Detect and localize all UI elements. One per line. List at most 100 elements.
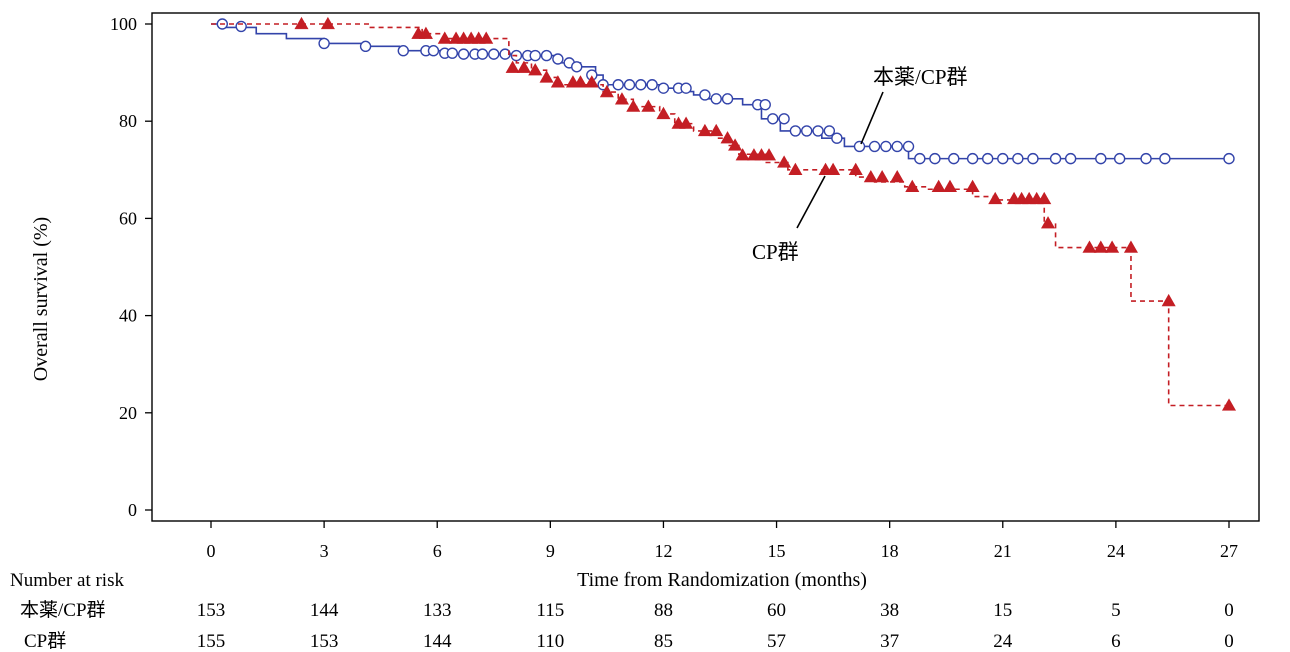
censor-marker-control (1161, 293, 1176, 307)
risk-value-study: 144 (310, 600, 339, 621)
censor-marker-study (902, 140, 915, 153)
censor-marker-study (499, 48, 511, 60)
y-tick-label: 100 (110, 14, 137, 34)
y-tick-label: 80 (119, 111, 137, 131)
risk-value-control: 144 (423, 631, 452, 652)
censor-marker-study (891, 140, 903, 153)
censor-marker-control (418, 26, 433, 39)
censor-marker-study (801, 125, 813, 137)
censor-marker-study (759, 98, 771, 111)
risk-value-study: 115 (536, 600, 564, 621)
censor-marker-study (948, 152, 960, 165)
censor-marker-study (427, 45, 440, 57)
x-tick-label: 27 (1220, 541, 1238, 561)
risk-value-study: 0 (1224, 600, 1234, 621)
censor-marker-control (1093, 240, 1108, 253)
risk-value-control: 0 (1224, 631, 1234, 652)
censor-marker-study (646, 79, 658, 91)
censor-marker-study (929, 152, 941, 165)
censor-marker-study (680, 82, 692, 94)
censor-marker-control (437, 31, 452, 44)
censor-marker-control (528, 63, 543, 76)
risk-value-control: 37 (880, 631, 899, 652)
censor-marker-control (479, 31, 494, 44)
risk-value-control: 153 (310, 631, 339, 652)
censor-marker-study (235, 20, 247, 33)
series-layer (211, 16, 1237, 411)
censor-marker-control (720, 131, 735, 144)
censor-marker-study (853, 140, 866, 153)
censor-marker-study (1064, 152, 1077, 165)
censor-marker-control (1041, 216, 1056, 229)
censor-marker-study (812, 125, 824, 137)
censor-marker-study (1095, 152, 1107, 165)
censor-marker-study (823, 125, 836, 137)
y-axis: 0 20 40 60 80 100 (110, 14, 152, 520)
y-axis-label: Overall survival (%) (30, 217, 52, 381)
censor-marker-control (539, 70, 554, 83)
censor-marker-control (848, 162, 863, 175)
censor-marker-control (679, 116, 694, 129)
censor-marker-study (868, 140, 881, 153)
censor-marker-control (320, 16, 335, 30)
risk-value-study: 60 (767, 600, 786, 621)
risk-value-study: 38 (880, 600, 899, 621)
risk-value-control: 6 (1111, 631, 1121, 652)
censor-marker-study (1012, 152, 1024, 165)
series-line-control-arm (211, 23, 1229, 407)
censor-marker-study (1113, 152, 1126, 165)
censor-marker-study (397, 45, 409, 57)
censor-marker-study (623, 79, 636, 91)
censor-marker-control (788, 162, 803, 175)
x-tick-label: 15 (768, 541, 786, 561)
censor-marker-study (1159, 152, 1171, 165)
censor-marker-study (1049, 152, 1062, 165)
annotation-pointer-control (796, 175, 826, 229)
censor-marker-control (599, 84, 614, 98)
censor-marker-study (635, 79, 647, 91)
censor-marker-study (571, 61, 583, 73)
censor-marker-control (626, 99, 641, 112)
censor-marker-control (294, 16, 309, 30)
censor-marker-study (359, 40, 372, 53)
censor-marker-control (728, 138, 743, 151)
plot-frame (151, 12, 1260, 522)
x-tick-label: 0 (207, 541, 216, 561)
censor-marker-study (488, 48, 500, 60)
censor-marker-control (1221, 398, 1237, 411)
censor-marker-study (540, 49, 553, 62)
censor-marker-control (709, 123, 724, 137)
censor-marker-control (863, 169, 878, 183)
censor-marker-study (767, 113, 779, 125)
risk-value-study: 15 (993, 600, 1012, 621)
censor-marker-study (699, 89, 711, 101)
censor-marker-control (516, 60, 531, 73)
censor-marker-study (997, 152, 1009, 165)
censor-marker-study (880, 140, 892, 153)
x-tick-label: 21 (994, 541, 1012, 561)
x-axis: 0 3 6 9 12 15 18 21 24 27 (207, 521, 1238, 561)
risk-value-control: 85 (654, 631, 673, 652)
censor-marker-control (777, 155, 792, 168)
y-tick-label: 60 (119, 208, 137, 228)
censor-marker-study (831, 132, 843, 144)
censor-marker-study (1140, 152, 1152, 165)
censor-marker-control (1123, 240, 1138, 253)
censor-marker-control (942, 179, 958, 192)
x-tick-label: 9 (546, 541, 555, 561)
censor-marker-study (612, 79, 624, 91)
x-tick-label: 18 (881, 541, 899, 561)
censor-marker-control (1105, 240, 1120, 253)
censor-marker-study (476, 48, 489, 60)
annotation-pointer-study (860, 91, 884, 145)
censor-marker-study (657, 82, 670, 94)
risk-value-study: 153 (197, 600, 226, 621)
risk-value-control: 110 (536, 631, 564, 652)
censor-marker-control (584, 75, 599, 88)
censor-marker-study (1027, 152, 1039, 165)
censor-marker-control (965, 179, 980, 192)
censor-marker-control (761, 148, 777, 161)
censor-marker-study (966, 152, 979, 165)
risk-value-control: 155 (197, 631, 226, 652)
